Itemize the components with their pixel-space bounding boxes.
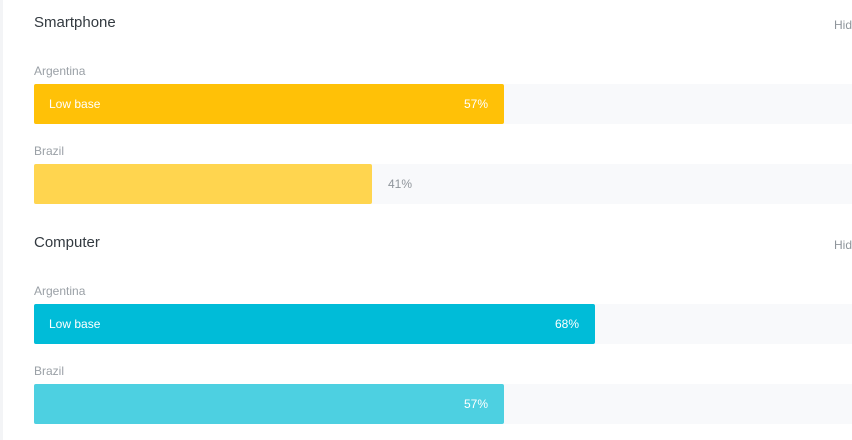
bar-value: 57% [463,397,488,411]
row-label-brazil: Brazil [34,364,65,378]
hide-link[interactable]: Hid [833,238,852,252]
low-base-label: Low base [49,97,101,111]
bar-fill [34,164,372,204]
bar-track: Low base 57% [34,84,852,124]
bar-fill: 57% [34,384,504,424]
row-label-argentina: Argentina [34,284,86,298]
bar-value: 57% [463,97,488,111]
bar-value: 68% [554,317,579,331]
bar-track: 57% [34,384,852,424]
left-border [0,0,3,440]
low-base-label: Low base [49,317,101,331]
row-label-argentina: Argentina [34,64,86,78]
row-label-brazil: Brazil [34,144,65,158]
bar-value: 41% [388,177,413,191]
bar-fill: Low base 68% [34,304,595,344]
section-title: Computer [34,234,100,251]
section-title: Smartphone [34,14,116,31]
bar-track: 41% [34,164,852,204]
bar-track: Low base 68% [34,304,852,344]
bar-fill: Low base 57% [34,84,504,124]
hide-link[interactable]: Hid [833,18,852,32]
